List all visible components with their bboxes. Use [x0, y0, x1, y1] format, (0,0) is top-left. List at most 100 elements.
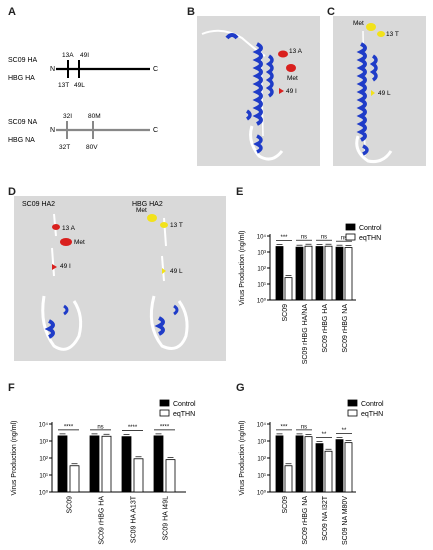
y-tick-label: 10²: [39, 457, 48, 463]
significance-label: **: [322, 432, 327, 438]
significance-label: ns: [301, 424, 307, 430]
panel-letter-g: G: [236, 382, 245, 394]
category-label: SC09 rHBG HA: [322, 304, 329, 353]
significance-label: ****: [64, 424, 74, 430]
bar-control: [89, 435, 100, 493]
bar-control: [275, 435, 284, 493]
bar-treated: [304, 436, 313, 493]
na-c-label: C: [153, 127, 158, 134]
bar-treated: [284, 277, 293, 301]
significance-label: ****: [160, 424, 170, 430]
legend-label: eqTHN: [359, 235, 381, 242]
legend-label: eqTHN: [173, 411, 195, 418]
category-label: SC09 rHBG HA: [99, 496, 106, 545]
bar-control: [121, 436, 132, 493]
y-tick-label: 10¹: [39, 474, 48, 480]
ha-top-label: SC09 HA: [8, 57, 38, 64]
ha-c-label: C: [153, 66, 158, 73]
legend-swatch: [159, 409, 170, 417]
bar-treated: [101, 435, 112, 493]
ha-site-bottom-1: 13T: [58, 82, 69, 89]
legend-swatch: [347, 409, 358, 417]
panel-c-structure: Met 13 T 49 L: [333, 16, 426, 166]
category-label: SC09 rHBG NA: [302, 496, 309, 545]
bar-treated: [133, 458, 144, 493]
y-tick-label: 10⁴: [257, 234, 267, 241]
panel-letter-a: A: [8, 6, 16, 18]
significance-label: ns: [321, 235, 327, 241]
panel-b-structure: 13 A Met 49 I: [197, 16, 320, 166]
na-site-bottom-2: 80V: [86, 144, 98, 151]
d-right-label-13t: 13 T: [170, 222, 183, 229]
d-left-label-met: Met: [74, 239, 85, 246]
bar-control: [275, 246, 284, 301]
d-left-label-49i: 49 I: [60, 263, 71, 270]
y-tick-label: 10³: [39, 440, 48, 446]
bar-control: [153, 435, 164, 493]
category-label: SC09: [67, 496, 74, 514]
panel-letter-d: D: [8, 186, 16, 198]
category-label: SC09 NA M80V: [342, 496, 349, 545]
na-n-label: N: [50, 127, 55, 134]
bar-control: [315, 246, 324, 301]
significance-label: ****: [128, 425, 138, 431]
bar-treated: [324, 245, 333, 301]
b-label-13a: 13 A: [289, 48, 303, 55]
ha-site-bottom-2: 49L: [74, 82, 85, 89]
panel-d-structure: SC09 HA2 HBG HA2 13 A Met 49 I Met 13 T …: [14, 196, 226, 361]
legend-swatch: [347, 399, 358, 407]
bar-treated: [324, 450, 333, 493]
y-tick-label: 10¹: [257, 283, 266, 289]
panel-letter-f: F: [8, 382, 15, 394]
y-tick-label: 10⁰: [257, 298, 267, 305]
chart-f: Virus Production (ng/ml) 10⁰ 10¹ 10² 10³ 10⁴ *…: [11, 399, 196, 545]
category-label: SC09 rHBG HA/NA: [302, 304, 309, 365]
y-tick-label: 10³: [257, 440, 266, 446]
category-label: SC09 NA I32T: [322, 495, 329, 540]
y-tick-label: 10⁴: [257, 422, 267, 429]
category-label: SC09 HA A13T: [131, 495, 138, 543]
bar-control: [295, 435, 304, 493]
significance-label: ***: [280, 235, 288, 241]
y-tick-label: 10¹: [257, 474, 266, 480]
bar-control: [335, 246, 344, 301]
significance-label: ns: [341, 236, 347, 242]
y-axis-label: Virus Production (ng/ml): [11, 421, 18, 496]
d-right-label-49l: 49 L: [170, 268, 183, 275]
bar-control: [315, 443, 324, 493]
bar-treated: [69, 465, 80, 493]
bar-treated: [344, 247, 353, 301]
chart-g: Virus Production (ng/ml) 10⁰ 10¹ 10² 10³ 10⁴ *…: [239, 399, 384, 545]
bar-control: [57, 435, 68, 493]
bar-treated: [284, 465, 293, 493]
na-top-label: SC09 NA: [8, 119, 38, 126]
d-left-label-13a: 13 A: [62, 225, 76, 232]
legend-label: Control: [173, 401, 196, 408]
b-label-49i: 49 I: [286, 88, 297, 95]
bar-control: [335, 439, 344, 493]
y-tick-label: 10⁰: [39, 490, 49, 497]
y-tick-label: 10⁰: [257, 490, 267, 497]
panel-letter-b: B: [187, 6, 195, 18]
panel-letter-c: C: [327, 6, 335, 18]
legend-swatch: [345, 223, 356, 231]
legend-label: Control: [359, 225, 382, 232]
bar-treated: [344, 442, 353, 493]
category-label: SC09: [282, 304, 289, 322]
category-label: SC09 HA I49L: [163, 496, 170, 540]
panel-a-schematic: SC09 HA HBG HA N C 13A 49I 13T 49L SC09 …: [8, 52, 158, 151]
legend-swatch: [159, 399, 170, 407]
na-site-bottom-1: 32T: [59, 144, 70, 151]
ha-site-top-2: 49I: [80, 52, 89, 59]
significance-label: ns: [301, 235, 307, 241]
d-left-title: SC09 HA2: [22, 201, 55, 208]
d-right-title: HBG HA2: [132, 201, 163, 208]
y-axis-label: Virus Production (ng/ml): [239, 231, 246, 306]
panel-letter-e: E: [236, 186, 244, 198]
significance-label: ***: [280, 424, 288, 430]
y-tick-label: 10²: [257, 267, 266, 273]
na-site-top-2: 80M: [88, 113, 101, 120]
c-label-13t: 13 T: [386, 31, 399, 38]
y-axis-label: Virus Production (ng/ml): [239, 421, 246, 496]
legend-label: eqTHN: [361, 411, 383, 418]
